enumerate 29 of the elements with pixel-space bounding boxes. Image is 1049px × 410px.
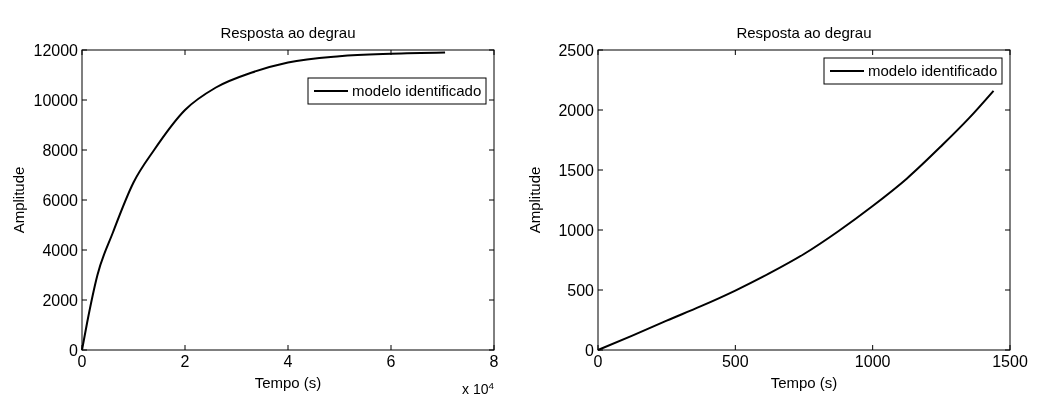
chart-title: Resposta ao degrau xyxy=(220,24,356,41)
chart-title: Resposta ao degrau xyxy=(736,24,872,41)
y-tick-label: 1000 xyxy=(558,221,595,239)
text: x 10$^{4}$ xyxy=(462,379,495,397)
x-tick-label: 6 xyxy=(386,353,396,370)
y-tick-label: 4000 xyxy=(42,241,79,259)
y-tick-label: 500 xyxy=(567,281,595,299)
y-tick-label: 1500 xyxy=(558,161,595,179)
y-tick-label: 8000 xyxy=(42,141,79,159)
y-tick-label: 2000 xyxy=(42,291,79,309)
y-tick-label: 6000 xyxy=(42,191,79,209)
x-tick-label: 2 xyxy=(180,353,190,370)
legend-label: modelo identificado xyxy=(352,82,482,100)
x-tick-label: 1000 xyxy=(854,353,891,370)
x-tick-label: 4 xyxy=(283,353,293,370)
y-tick-label: 10000 xyxy=(33,91,79,109)
y-axis-title: Amplitude xyxy=(10,166,27,234)
y-tick-label: 2500 xyxy=(558,41,595,59)
y-axis-title: Amplitude xyxy=(526,166,543,234)
x-tick-label: 1500 xyxy=(992,353,1028,370)
y-tick-label: 12000 xyxy=(33,41,79,59)
x-tick-label: 8 xyxy=(489,353,499,370)
legend-label: modelo identificado xyxy=(868,62,998,80)
y-tick-label: 0 xyxy=(585,341,595,359)
x-tick-label: 500 xyxy=(721,353,749,370)
x-axis-title: Tempo (s) xyxy=(770,374,838,391)
y-tick-label: 0 xyxy=(69,341,79,359)
y-tick-label: 2000 xyxy=(558,101,595,119)
x-axis-title: Tempo (s) xyxy=(254,374,322,391)
